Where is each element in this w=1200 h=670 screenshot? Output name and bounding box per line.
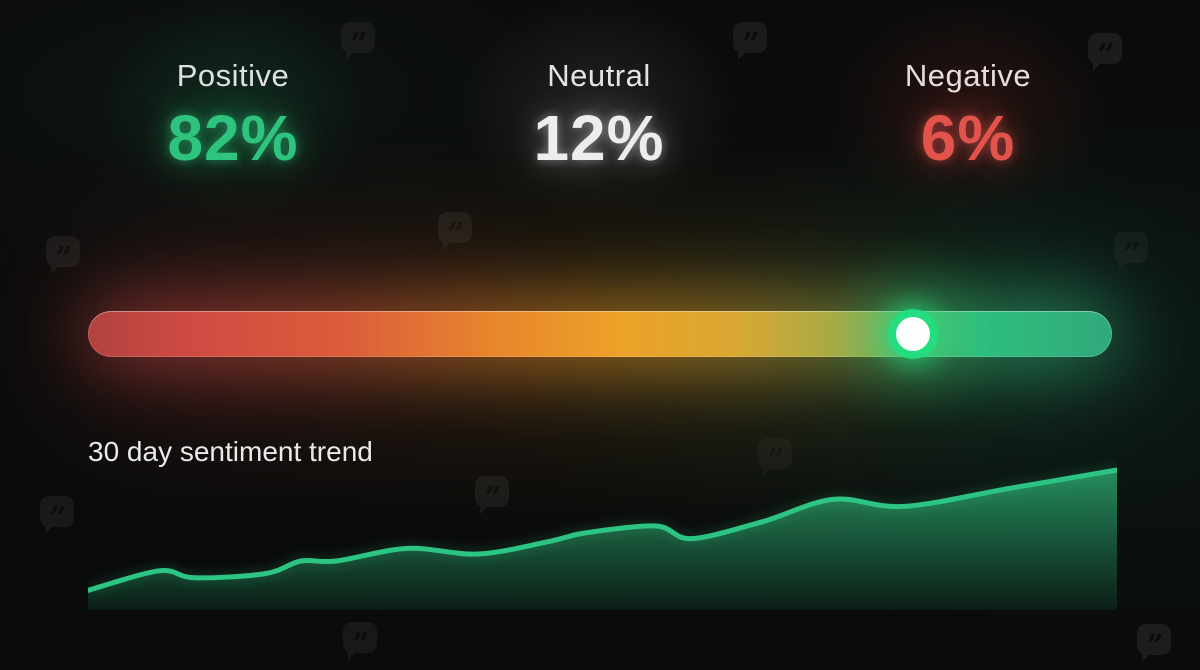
stat-neutral-value: 12% (533, 102, 665, 174)
stat-negative: Negative 6% (777, 0, 1158, 258)
positive-glow (43, 0, 423, 258)
trend-chart-title: 30 day sentiment trend (88, 436, 373, 467)
trend-line (88, 467, 1117, 593)
quote-bubble-icon: ” (46, 236, 80, 274)
stat-positive-label: Positive (176, 58, 290, 93)
stat-positive: Positive 82% (43, 0, 423, 258)
neutral-glow (409, 0, 789, 258)
quote-bubble-icon: ” (758, 438, 792, 476)
quote-bubble-icon: ” (40, 496, 74, 534)
trend-area-chart (88, 467, 1117, 610)
stat-neutral-label: Neutral (547, 58, 651, 93)
gauge-track[interactable] (88, 311, 1112, 357)
quote-bubble-icon: ” (475, 476, 509, 514)
stat-neutral: Neutral 12% (409, 0, 789, 258)
stat-negative-label: Negative (904, 58, 1032, 93)
sentiment-gauge (82, 291, 1118, 377)
slider-knob[interactable] (896, 317, 931, 351)
trend-area-fill (88, 470, 1117, 610)
quote-bubble-icon: ” (733, 22, 767, 60)
quote-bubble-icon: ” (1088, 33, 1122, 71)
quote-bubble-icon: ” (343, 622, 377, 660)
quote-bubble-icon: ” (341, 22, 375, 60)
stat-negative-value: 6% (920, 102, 1016, 174)
quote-bubble-icon: ” (1137, 624, 1171, 662)
stat-positive-value: 82% (167, 102, 299, 174)
quote-bubble-icon: ” (1114, 232, 1148, 270)
negative-glow (777, 0, 1158, 258)
quote-bubble-icon: ” (438, 212, 472, 250)
